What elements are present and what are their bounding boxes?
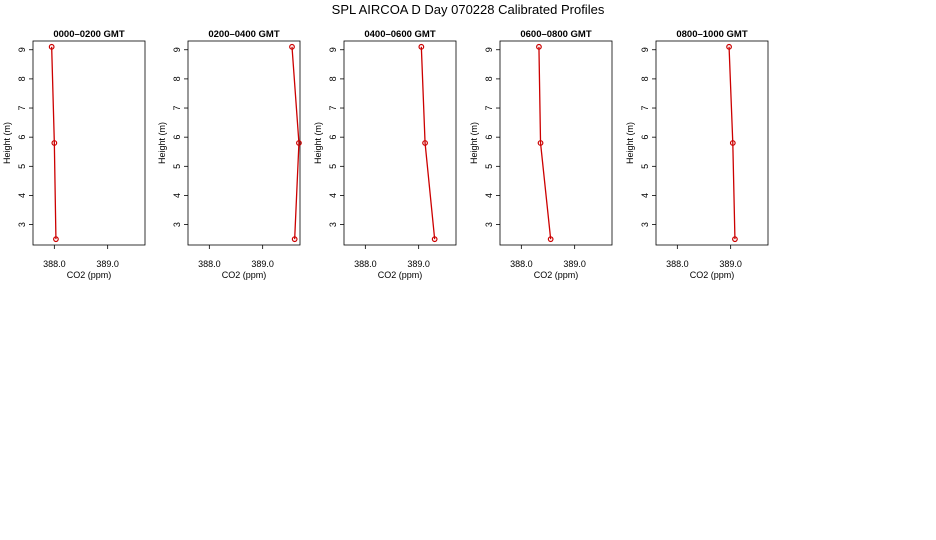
chart-panel-4: 0600–0800 GMT 388.0 389.0 3 4 5 6 7 8 9 CO2 (ppm) H… [469,29,613,280]
y-tick-label: 9 [328,47,338,52]
x-axis-label: CO2 (ppm) [222,270,267,280]
y-axis-label: Height (m) [157,122,167,164]
data-point [547,236,554,243]
data-point [732,236,738,243]
plot-frame [343,40,457,246]
figure-title: SPL AIRCOA D Day 070228 Calibrated Profi… [331,2,605,17]
series-line [51,46,57,240]
y-tick-label: 7 [484,106,494,111]
y-tick-label: 5 [328,164,338,169]
data-point [289,43,295,50]
panel-title: 0000–0200 GMT [53,29,124,40]
chart-panel-2: 0200–0400 GMT 388.0 389.0 3 4 5 6 7 8 9 CO2 (ppm) H… [157,29,302,280]
y-tick-label: 8 [640,76,650,81]
y-tick-label: 6 [640,135,650,140]
y-tick-label: 3 [640,222,650,227]
y-tick-label: 6 [172,135,182,140]
x-tick-label: 388.0 [354,259,377,269]
y-tick-label: 6 [328,135,338,140]
y-tick-label: 7 [640,106,650,111]
y-tick-label: 9 [17,47,27,52]
y-tick-label: 9 [484,47,494,52]
x-tick-label: 389.0 [251,259,274,269]
y-tick-label: 5 [17,164,27,169]
y-tick-label: 6 [17,135,27,140]
y-tick-label: 3 [328,222,338,227]
data-point [729,140,736,146]
y-tick-label: 5 [640,164,650,169]
data-point [53,236,59,243]
y-tick-label: 4 [484,193,494,198]
x-tick-label: 388.0 [198,259,221,269]
chart-panel-3: 0400–0600 GMT 388.0 389.0 3 4 5 6 7 8 9 CO2 (ppm) H… [313,29,457,280]
panel-title: 0400–0600 GMT [364,29,435,40]
series-line [728,46,736,240]
data-point [726,43,732,50]
y-axis-label: Height (m) [313,122,323,164]
data-point [431,236,438,243]
x-tick-label: 388.0 [666,259,689,269]
y-tick-label: 8 [17,76,27,81]
y-axis-label: Height (m) [2,122,12,164]
y-tick-label: 8 [484,76,494,81]
plot-frame [187,40,301,246]
series-line [538,46,552,240]
data-point [291,236,298,243]
plot-frame [499,40,613,246]
y-tick-label: 7 [328,106,338,111]
y-axis-label: Height (m) [469,122,479,164]
data-point [51,140,58,146]
chart-panel-1: 0000–0200 GMT 388.0 389.0 3 4 5 6 7 8 9 CO2 (ppm) H… [2,29,146,280]
y-tick-label: 4 [328,193,338,198]
panel-title: 0800–1000 GMT [676,29,747,40]
x-axis-label: CO2 (ppm) [690,270,735,280]
data-point [296,140,302,146]
y-tick-label: 8 [172,76,182,81]
data-point [537,140,544,146]
plot-frame [655,40,769,246]
y-tick-label: 5 [172,164,182,169]
y-tick-label: 5 [484,164,494,169]
y-axis-label: Height (m) [625,122,635,164]
y-tick-label: 9 [640,47,650,52]
y-tick-label: 7 [172,106,182,111]
panel-title: 0600–0800 GMT [520,29,591,40]
y-tick-label: 7 [17,106,27,111]
x-tick-label: 389.0 [407,259,430,269]
chart-panel-5: 0800–1000 GMT 388.0 389.0 3 4 5 6 7 8 9 CO2 (ppm) H… [625,29,769,280]
y-tick-label: 4 [640,193,650,198]
plot-frame [32,40,146,246]
x-tick-label: 388.0 [510,259,533,269]
data-point [418,43,425,50]
x-axis-label: CO2 (ppm) [67,270,112,280]
data-point [48,43,55,50]
y-tick-label: 9 [172,47,182,52]
y-tick-label: 3 [172,222,182,227]
x-axis-label: CO2 (ppm) [534,270,579,280]
y-tick-label: 4 [172,193,182,198]
data-point [536,43,542,50]
y-tick-label: 3 [17,222,27,227]
x-tick-label: 389.0 [719,259,742,269]
panel-title: 0200–0400 GMT [208,29,279,40]
x-axis-label: CO2 (ppm) [378,270,423,280]
y-tick-label: 4 [17,193,27,198]
y-tick-label: 3 [484,222,494,227]
y-tick-label: 8 [328,76,338,81]
x-tick-label: 389.0 [563,259,586,269]
series-line [291,46,300,240]
series-line [420,46,436,240]
x-tick-label: 388.0 [43,259,66,269]
y-tick-label: 6 [484,135,494,140]
x-tick-label: 389.0 [96,259,119,269]
data-point [422,140,428,146]
